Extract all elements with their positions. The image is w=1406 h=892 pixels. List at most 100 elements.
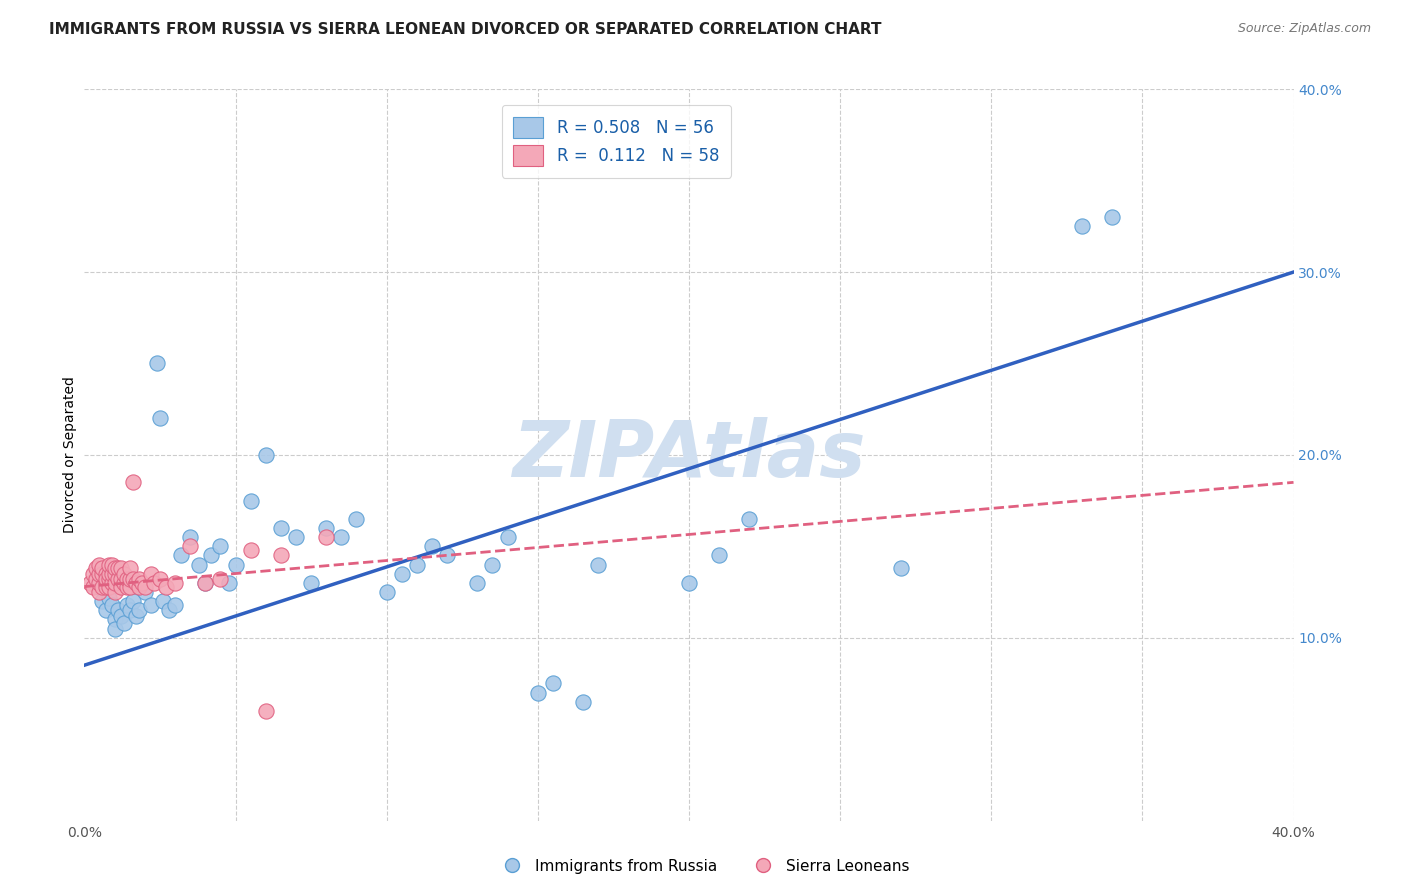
Point: [152, 594, 174, 608]
Point: [139, 598, 162, 612]
Point: [121, 594, 143, 608]
Point: [91, 580, 114, 594]
Point: [139, 566, 162, 581]
Point: [678, 576, 700, 591]
Point: [104, 561, 127, 575]
Point: [149, 572, 172, 586]
Point: [104, 576, 127, 591]
Point: [128, 572, 150, 586]
Point: [104, 585, 127, 599]
Point: [82, 566, 104, 581]
Point: [481, 558, 503, 572]
Point: [420, 539, 443, 553]
Point: [104, 613, 127, 627]
Point: [118, 572, 141, 586]
Point: [239, 543, 262, 558]
Point: [97, 572, 120, 586]
Point: [100, 558, 122, 572]
Point: [194, 576, 217, 591]
Point: [254, 448, 277, 462]
Point: [406, 558, 429, 572]
Point: [209, 572, 232, 586]
Point: [107, 603, 129, 617]
Point: [118, 561, 141, 575]
Point: [1071, 219, 1094, 234]
Point: [110, 608, 132, 623]
Point: [89, 576, 111, 591]
Point: [134, 585, 156, 599]
Point: [97, 580, 120, 594]
Point: [100, 598, 122, 612]
Point: [239, 493, 262, 508]
Point: [890, 561, 912, 575]
Point: [118, 603, 141, 617]
Point: [94, 572, 117, 586]
Point: [104, 622, 127, 636]
Legend: Immigrants from Russia, Sierra Leoneans: Immigrants from Russia, Sierra Leoneans: [491, 853, 915, 880]
Text: Source: ZipAtlas.com: Source: ZipAtlas.com: [1237, 22, 1371, 36]
Point: [155, 580, 177, 594]
Point: [315, 530, 337, 544]
Point: [121, 475, 143, 490]
Legend: R = 0.508   N = 56, R =  0.112   N = 58: R = 0.508 N = 56, R = 0.112 N = 58: [502, 105, 731, 178]
Point: [97, 566, 120, 581]
Point: [188, 558, 211, 572]
Point: [100, 576, 122, 591]
Point: [200, 549, 222, 563]
Point: [572, 695, 595, 709]
Point: [131, 576, 153, 591]
Y-axis label: Divorced or Separated: Divorced or Separated: [63, 376, 77, 533]
Point: [91, 594, 114, 608]
Point: [170, 549, 193, 563]
Point: [94, 603, 117, 617]
Point: [134, 580, 156, 594]
Point: [709, 549, 731, 563]
Point: [125, 576, 148, 591]
Point: [94, 576, 117, 591]
Point: [209, 539, 232, 553]
Point: [79, 576, 101, 591]
Point: [91, 566, 114, 581]
Point: [94, 566, 117, 581]
Point: [110, 572, 132, 586]
Point: [115, 580, 138, 594]
Point: [496, 530, 519, 544]
Point: [254, 704, 277, 718]
Point: [391, 566, 413, 581]
Point: [89, 558, 111, 572]
Point: [157, 603, 180, 617]
Point: [527, 686, 550, 700]
Point: [179, 530, 201, 544]
Point: [125, 608, 148, 623]
Point: [110, 561, 132, 575]
Point: [97, 591, 120, 605]
Text: ZIPAtlas: ZIPAtlas: [512, 417, 866, 493]
Point: [738, 512, 761, 526]
Point: [128, 580, 150, 594]
Point: [218, 576, 240, 591]
Point: [104, 566, 127, 581]
Point: [165, 576, 187, 591]
Point: [588, 558, 610, 572]
Point: [89, 585, 111, 599]
Point: [165, 598, 187, 612]
Point: [121, 572, 143, 586]
Point: [86, 561, 108, 575]
Point: [299, 576, 322, 591]
Point: [375, 585, 398, 599]
Text: IMMIGRANTS FROM RUSSIA VS SIERRA LEONEAN DIVORCED OR SEPARATED CORRELATION CHART: IMMIGRANTS FROM RUSSIA VS SIERRA LEONEAN…: [49, 22, 882, 37]
Point: [330, 530, 353, 544]
Point: [86, 572, 108, 586]
Point: [97, 558, 120, 572]
Point: [89, 566, 111, 581]
Point: [225, 558, 247, 572]
Point: [107, 561, 129, 575]
Point: [118, 580, 141, 594]
Point: [179, 539, 201, 553]
Point: [100, 566, 122, 581]
Point: [115, 598, 138, 612]
Point: [142, 576, 165, 591]
Point: [270, 549, 292, 563]
Point: [270, 521, 292, 535]
Point: [110, 580, 132, 594]
